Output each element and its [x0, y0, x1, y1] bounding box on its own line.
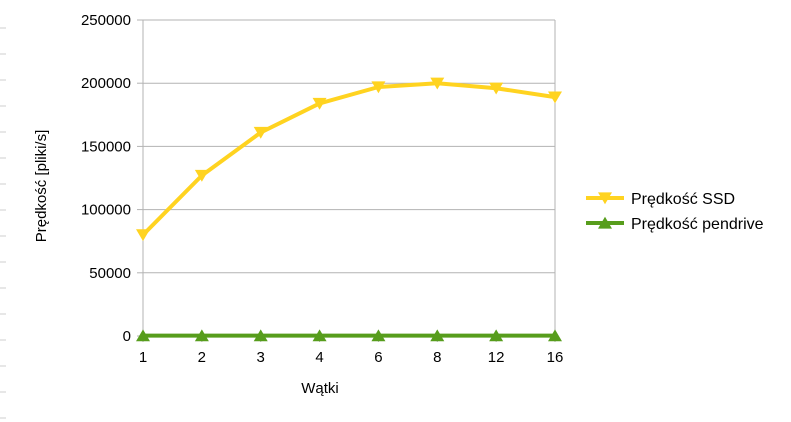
data-point	[371, 329, 386, 342]
legend-label: Prędkość pendrive	[631, 216, 764, 233]
y-tick-label: 100000	[81, 202, 131, 219]
legend-item: Prędkość SSD	[586, 191, 735, 208]
data-point	[312, 329, 327, 342]
x-tick-label: 6	[374, 349, 382, 366]
data-point	[136, 229, 150, 242]
y-tick-label: 200000	[81, 75, 131, 92]
x-axis-title: Wątki	[301, 380, 339, 397]
data-point	[430, 77, 445, 90]
x-tick-label: 8	[433, 349, 441, 366]
x-tick-label: 16	[547, 349, 564, 366]
data-point	[312, 97, 327, 110]
series-ssd	[136, 77, 562, 242]
legend-swatch-marker	[598, 192, 612, 205]
series-line	[141, 81, 556, 237]
data-point	[194, 329, 209, 342]
x-tick-label: 4	[315, 349, 323, 366]
legend-label: Prędkość SSD	[631, 191, 735, 208]
plot-area-frame	[142, 20, 556, 337]
data-series	[136, 77, 562, 342]
x-tick-label: 2	[198, 349, 206, 366]
legend-swatch-marker	[598, 216, 612, 229]
y-tick-label: 150000	[81, 138, 131, 155]
legend: Prędkość SSD Prędkość pendrive	[586, 191, 764, 233]
data-point	[489, 82, 504, 95]
data-point	[253, 329, 268, 342]
data-point	[194, 169, 209, 182]
data-point	[489, 329, 504, 342]
data-point	[548, 329, 562, 342]
data-point	[430, 329, 445, 342]
series-pendrive	[136, 329, 562, 342]
x-tick-label: 3	[257, 349, 265, 366]
legend-item: Prędkość pendrive	[586, 216, 764, 233]
x-tick-label: 1	[139, 349, 147, 366]
y-tick-label: 50000	[89, 265, 131, 282]
y-axis-title: Prędkość [pliki/s]	[33, 130, 50, 243]
data-point	[253, 126, 268, 139]
x-tick-label: 12	[488, 349, 505, 366]
data-point	[548, 91, 562, 104]
left-edge-marks	[0, 27, 6, 419]
y-tick-label: 250000	[81, 12, 131, 29]
data-point	[371, 81, 386, 94]
y-tick-label: 0	[123, 328, 131, 345]
y-axis-tick-labels: 0 50000 100000 150000 200000 250000	[81, 12, 131, 345]
data-point	[136, 329, 150, 342]
